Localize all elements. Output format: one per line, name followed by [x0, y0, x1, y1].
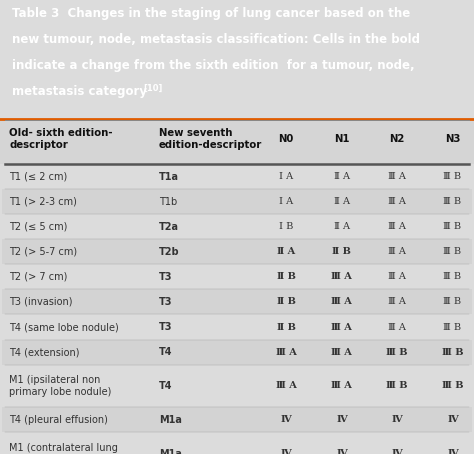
- Text: Ⅲ A: Ⅲ A: [388, 272, 406, 281]
- Text: Ⅲ B: Ⅲ B: [386, 347, 408, 356]
- Text: Ⅱ A: Ⅱ A: [277, 247, 295, 257]
- Text: Ⅲ A: Ⅲ A: [275, 347, 297, 356]
- Text: M1 (contralateral lung
nodule): M1 (contralateral lung nodule): [9, 443, 119, 454]
- Text: Ⅲ B: Ⅲ B: [442, 347, 463, 356]
- Text: Ⅲ B: Ⅲ B: [443, 222, 462, 232]
- Bar: [2, 407, 472, 432]
- Text: M1 (ipsilateral non
primary lobe nodule): M1 (ipsilateral non primary lobe nodule): [9, 375, 112, 397]
- Text: Table 3  Changes in the staging of lung cancer based on the: Table 3 Changes in the staging of lung c…: [12, 7, 410, 20]
- Text: Ⅲ B: Ⅲ B: [443, 322, 462, 331]
- Text: T3: T3: [159, 322, 172, 332]
- Text: Ⅲ B: Ⅲ B: [443, 247, 462, 257]
- Text: T4: T4: [159, 347, 172, 357]
- Text: Ⅲ A: Ⅲ A: [388, 197, 406, 207]
- Text: New seventh
edition-descriptor: New seventh edition-descriptor: [159, 128, 262, 150]
- Text: Ⅲ A: Ⅲ A: [275, 381, 297, 390]
- Text: Ⅱ B: Ⅱ B: [277, 272, 295, 281]
- Text: Ⅱ A: Ⅱ A: [334, 222, 349, 232]
- Text: Ⅲ A: Ⅲ A: [388, 297, 406, 306]
- Text: T2b: T2b: [159, 247, 180, 257]
- Text: Ⅲ B: Ⅲ B: [443, 272, 462, 281]
- Text: I A: I A: [279, 197, 293, 207]
- Text: Ⅳ: Ⅳ: [336, 449, 347, 454]
- Text: T3: T3: [159, 297, 172, 307]
- Text: Ⅳ: Ⅳ: [281, 415, 292, 424]
- Text: Ⅲ A: Ⅲ A: [331, 272, 352, 281]
- Text: Ⅱ A: Ⅱ A: [334, 197, 349, 207]
- Text: Ⅲ A: Ⅲ A: [331, 347, 352, 356]
- Text: I A: I A: [279, 173, 293, 181]
- Text: N3: N3: [445, 134, 460, 144]
- Text: Ⅲ B: Ⅲ B: [442, 381, 463, 390]
- Text: [10]: [10]: [144, 84, 163, 93]
- Text: Ⅲ B: Ⅲ B: [386, 381, 408, 390]
- Text: new tumour, node, metastasis classification: Cells in the bold: new tumour, node, metastasis classificat…: [12, 33, 420, 46]
- Bar: [2, 340, 472, 365]
- Text: Ⅲ B: Ⅲ B: [443, 173, 462, 181]
- Text: Ⅲ A: Ⅲ A: [331, 297, 352, 306]
- Text: Ⅳ: Ⅳ: [447, 449, 458, 454]
- Text: Ⅲ A: Ⅲ A: [388, 222, 406, 232]
- Bar: [0, 120, 474, 164]
- Text: Ⅲ A: Ⅲ A: [388, 247, 406, 257]
- Text: Ⅲ A: Ⅲ A: [331, 381, 352, 390]
- Text: Ⅱ B: Ⅱ B: [277, 322, 295, 331]
- Text: Ⅱ A: Ⅱ A: [334, 173, 349, 181]
- Text: T2 (> 5-7 cm): T2 (> 5-7 cm): [9, 247, 78, 257]
- Text: indicate a change from the sixth edition  for a tumour, node,: indicate a change from the sixth edition…: [12, 59, 414, 72]
- Text: T3: T3: [159, 272, 172, 282]
- Text: Ⅳ: Ⅳ: [336, 415, 347, 424]
- Text: T3 (invasion): T3 (invasion): [9, 297, 73, 307]
- Text: metastasis category: metastasis category: [12, 85, 147, 98]
- Text: Ⅲ A: Ⅲ A: [331, 322, 352, 331]
- Text: Ⅳ: Ⅳ: [281, 449, 292, 454]
- Text: Ⅳ: Ⅳ: [447, 415, 458, 424]
- Text: T4 (extension): T4 (extension): [9, 347, 80, 357]
- Text: T1 (≤ 2 cm): T1 (≤ 2 cm): [9, 172, 68, 182]
- Bar: [2, 290, 472, 315]
- Text: M1a: M1a: [159, 415, 182, 425]
- Text: Ⅲ B: Ⅲ B: [443, 197, 462, 207]
- Text: T4 (pleural effusion): T4 (pleural effusion): [9, 415, 109, 425]
- Text: T2 (≤ 5 cm): T2 (≤ 5 cm): [9, 222, 68, 232]
- Text: Ⅲ B: Ⅲ B: [443, 297, 462, 306]
- Bar: [2, 189, 472, 214]
- Bar: [2, 239, 472, 264]
- Text: T2a: T2a: [159, 222, 179, 232]
- Text: Ⅲ A: Ⅲ A: [388, 173, 406, 181]
- Text: T1b: T1b: [159, 197, 177, 207]
- Text: T4: T4: [159, 381, 172, 391]
- Text: T2 (> 7 cm): T2 (> 7 cm): [9, 272, 68, 282]
- Text: N0: N0: [278, 134, 294, 144]
- Text: Old- sixth edition-
descriptor: Old- sixth edition- descriptor: [9, 128, 113, 150]
- Text: T1 (> 2-3 cm): T1 (> 2-3 cm): [9, 197, 77, 207]
- Text: Ⅱ B: Ⅱ B: [277, 297, 295, 306]
- Text: T4 (same lobe nodule): T4 (same lobe nodule): [9, 322, 119, 332]
- Text: Ⅲ A: Ⅲ A: [388, 322, 406, 331]
- Text: I B: I B: [279, 222, 293, 232]
- Text: N1: N1: [334, 134, 349, 144]
- Text: N2: N2: [389, 134, 405, 144]
- Text: Ⅱ B: Ⅱ B: [332, 247, 351, 257]
- Text: T1a: T1a: [159, 172, 179, 182]
- Text: Ⅳ: Ⅳ: [392, 449, 402, 454]
- Text: M1a: M1a: [159, 449, 182, 454]
- Text: Ⅳ: Ⅳ: [392, 415, 402, 424]
